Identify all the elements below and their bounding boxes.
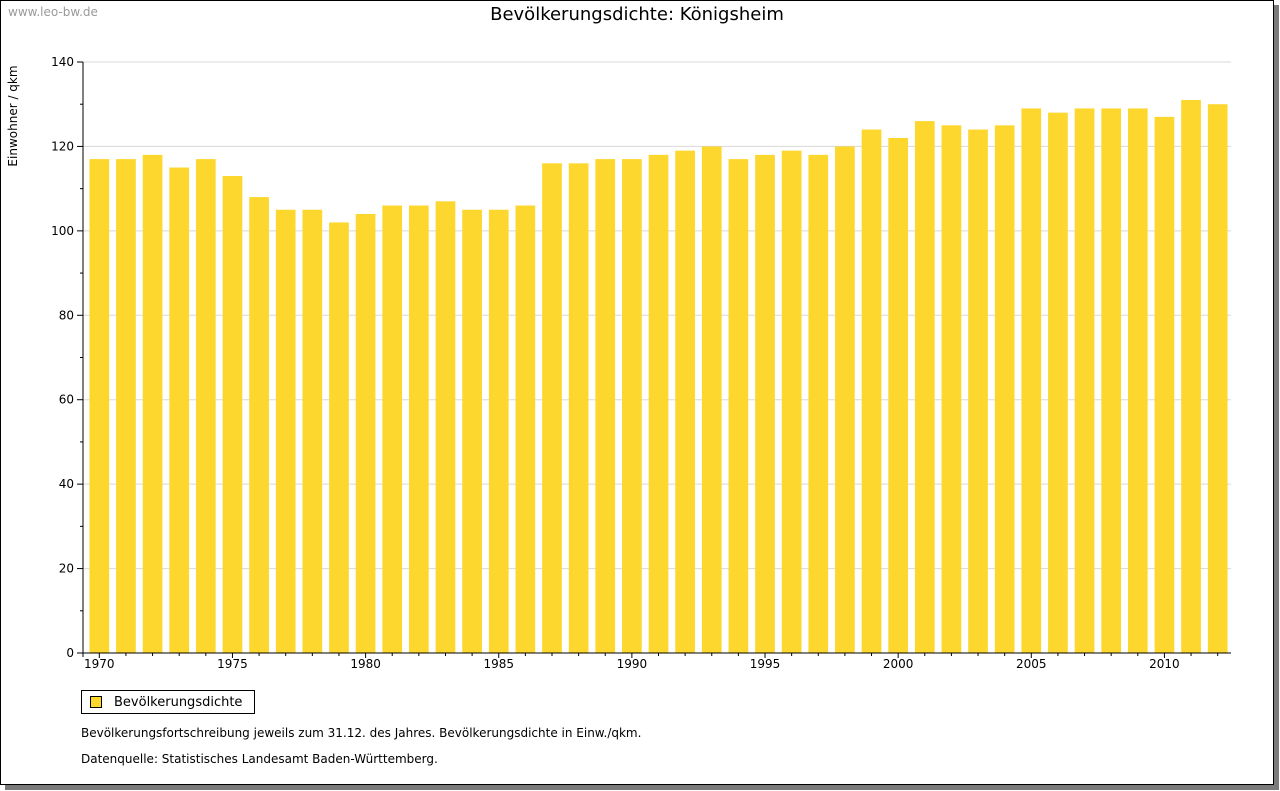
- bar-2012: [1207, 104, 1228, 653]
- chart-title: Bevölkerungsdichte: Königsheim: [490, 4, 784, 25]
- y-tick-label: 120: [51, 139, 74, 153]
- y-tick-label: 0: [66, 646, 74, 660]
- bar-2008: [1101, 108, 1122, 653]
- bar-1972: [142, 154, 163, 653]
- bar-1988: [568, 163, 589, 654]
- y-tick-label: 80: [59, 308, 74, 322]
- bar-2004: [994, 125, 1015, 654]
- bar-1986: [515, 205, 536, 653]
- y-tick-label: 140: [51, 55, 74, 69]
- bar-2011: [1181, 99, 1201, 653]
- x-tick-label: 1985: [483, 657, 514, 671]
- x-tick-label: 1970: [84, 657, 115, 671]
- y-tick-label: 100: [51, 224, 74, 238]
- bar-2001: [914, 121, 935, 654]
- footnote-description: Bevölkerungsfortschreibung jeweils zum 3…: [81, 726, 642, 740]
- bar-1992: [675, 150, 695, 653]
- bar-1999: [861, 129, 882, 654]
- bar-1970: [89, 159, 110, 654]
- bar-1991: [648, 154, 669, 653]
- x-tick-label: 2000: [883, 657, 914, 671]
- bar-1981: [382, 205, 403, 653]
- y-tick-label: 60: [59, 393, 74, 407]
- bar-1987: [542, 163, 562, 654]
- bar-1996: [781, 150, 802, 653]
- bar-1973: [169, 167, 190, 654]
- y-tick-label: 40: [59, 477, 74, 491]
- bar-2000: [888, 137, 909, 653]
- bar-1990: [622, 159, 642, 654]
- bar-1979: [329, 222, 349, 653]
- x-tick-label: 1995: [750, 657, 781, 671]
- legend-swatch: [90, 696, 102, 708]
- bar-1984: [462, 209, 482, 653]
- bar-1980: [355, 213, 376, 653]
- bar-1983: [435, 201, 456, 654]
- y-tick-label: 20: [59, 562, 74, 576]
- bar-1974: [195, 159, 216, 654]
- bar-1978: [302, 209, 323, 653]
- bar-2003: [968, 129, 988, 654]
- bar-2005: [1021, 108, 1042, 653]
- x-tick-label: 1975: [217, 657, 248, 671]
- bar-1982: [408, 205, 429, 653]
- footnote-source: Datenquelle: Statistisches Landesamt Bad…: [81, 752, 438, 766]
- bar-1993: [701, 146, 722, 653]
- bar-2007: [1074, 108, 1095, 653]
- legend-label: Bevölkerungsdichte: [114, 694, 243, 710]
- bar-1976: [249, 197, 269, 654]
- x-tick-label: 1980: [350, 657, 381, 671]
- legend: Bevölkerungsdichte: [81, 690, 256, 714]
- bar-2002: [941, 125, 962, 654]
- bar-2006: [1048, 112, 1068, 653]
- bar-1997: [808, 154, 829, 653]
- x-tick-label: 1990: [617, 657, 648, 671]
- bar-1995: [755, 154, 775, 653]
- x-tick-label: 2005: [1016, 657, 1047, 671]
- bar-2010: [1154, 116, 1175, 654]
- bar-1989: [595, 159, 616, 654]
- bar-1985: [488, 209, 509, 653]
- watermark: www.leo-bw.de: [8, 5, 98, 19]
- bar-1975: [222, 175, 243, 653]
- bar-1977: [275, 209, 296, 653]
- bar-1971: [116, 159, 136, 654]
- bar-2009: [1127, 108, 1148, 653]
- x-tick-label: 2010: [1149, 657, 1180, 671]
- bar-1994: [728, 159, 749, 654]
- bar-1998: [835, 146, 855, 653]
